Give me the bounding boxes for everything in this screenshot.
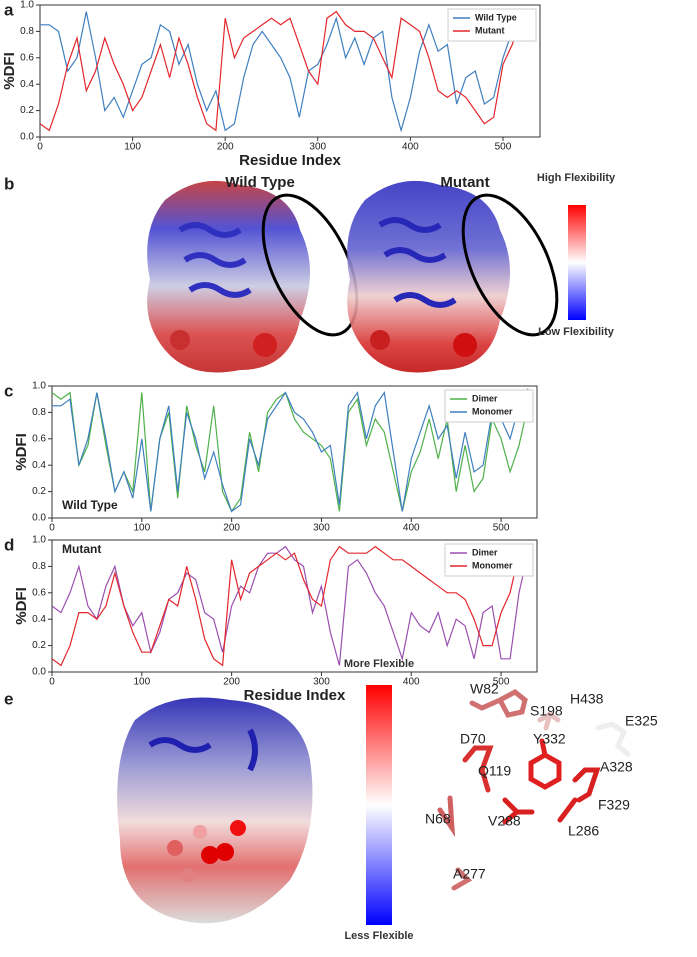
series-line <box>51 545 529 666</box>
y-tick-label: 0.0 <box>20 132 34 143</box>
x-axis-label: Residue Index <box>244 687 346 704</box>
scale-label: High Flexibility <box>536 172 616 184</box>
y-tick-label: 0.6 <box>32 433 46 444</box>
x-tick-label: 400 <box>403 523 420 534</box>
annotation: Mutant <box>62 542 101 556</box>
series-line <box>39 8 532 132</box>
scale-label: Less Flexible <box>344 930 414 942</box>
y-tick-label: 0.4 <box>32 460 46 471</box>
residue-label: Q119 <box>478 763 511 779</box>
residue-label: E325 <box>625 713 658 729</box>
y-tick-label: 1.0 <box>32 381 46 392</box>
y-tick-label: 0.0 <box>32 667 46 678</box>
y-tick-label: 0.2 <box>32 640 46 651</box>
residue-label: Y332 <box>533 731 566 747</box>
residue-label: F329 <box>598 797 630 813</box>
legend-label: Dimer <box>472 547 498 557</box>
residue-label: S198 <box>530 703 563 719</box>
y-tick-label: 0.8 <box>20 26 34 37</box>
legend-label: Monomer <box>472 406 513 416</box>
legend-label: Dimer <box>472 393 498 403</box>
structure-e <box>117 697 313 924</box>
series-line <box>52 388 529 513</box>
panel-label: d <box>4 535 14 554</box>
scale-label: More Flexible <box>343 658 415 670</box>
x-tick-label: 200 <box>223 677 240 688</box>
x-tick-label: 400 <box>403 677 420 688</box>
residue-label: D70 <box>460 731 486 747</box>
y-tick-label: 0.4 <box>20 79 34 90</box>
legend-label: Mutant <box>475 25 505 35</box>
x-tick-label: 0 <box>49 677 55 688</box>
x-tick-label: 100 <box>133 677 150 688</box>
y-axis-label: %DFI <box>13 587 30 625</box>
residue-label: V288 <box>488 813 521 829</box>
colorbar <box>568 205 586 320</box>
y-tick-label: 0.8 <box>32 561 46 572</box>
y-tick-label: 1.0 <box>20 0 34 11</box>
x-tick-label: 500 <box>495 142 512 153</box>
y-tick-label: 0.6 <box>20 52 34 63</box>
x-axis-label: Residue Index <box>239 152 341 169</box>
residue-label: A277 <box>453 866 486 882</box>
series-line <box>51 543 529 667</box>
scale-label: Low Flexibility <box>538 326 614 338</box>
panel-label: a <box>4 0 14 19</box>
legend-box <box>447 8 537 42</box>
y-tick-label: 0.0 <box>32 513 46 524</box>
series-line <box>40 11 531 133</box>
structure-mutant <box>347 180 559 373</box>
residue-label: H438 <box>570 691 604 707</box>
x-tick-label: 100 <box>133 523 150 534</box>
x-tick-label: 300 <box>313 677 330 688</box>
legend-label: Monomer <box>472 560 513 570</box>
x-tick-label: 0 <box>49 523 55 534</box>
structure-wild-type <box>147 180 359 373</box>
x-tick-label: 500 <box>493 523 510 534</box>
plot-frame <box>39 4 541 138</box>
x-tick-label: 300 <box>309 142 326 153</box>
structure-title: Wild Type <box>225 174 295 191</box>
structure-title: Mutant <box>440 174 489 191</box>
x-tick-label: 100 <box>124 142 141 153</box>
x-tick-label: 300 <box>313 523 330 534</box>
panel-label: c <box>4 381 13 400</box>
y-tick-label: 0.4 <box>32 614 46 625</box>
x-tick-label: 400 <box>402 142 419 153</box>
x-tick-label: 200 <box>223 523 240 534</box>
y-tick-label: 0.8 <box>32 407 46 418</box>
residue-sticks <box>437 689 631 891</box>
residue-label: L286 <box>568 823 599 839</box>
legend-label: Wild Type <box>475 12 517 22</box>
y-axis-label: %DFI <box>1 52 18 90</box>
x-tick-label: 500 <box>493 677 510 688</box>
annotation: Wild Type <box>62 498 118 512</box>
panel-label: b <box>4 174 14 193</box>
y-tick-label: 0.6 <box>32 587 46 598</box>
residue-label: N68 <box>425 811 451 827</box>
y-axis-label: %DFI <box>13 433 30 471</box>
x-tick-label: 200 <box>217 142 234 153</box>
residue-label: A328 <box>600 759 633 775</box>
plot-frame <box>51 385 538 519</box>
y-tick-label: 0.2 <box>32 486 46 497</box>
panel-label: e <box>4 689 13 708</box>
y-tick-label: 0.2 <box>20 105 34 116</box>
y-tick-label: 1.0 <box>32 535 46 546</box>
legend-box <box>444 543 534 577</box>
x-tick-label: 0 <box>37 142 43 153</box>
residue-label: W82 <box>470 681 499 697</box>
colorbar <box>366 685 392 925</box>
legend-box <box>444 389 534 423</box>
